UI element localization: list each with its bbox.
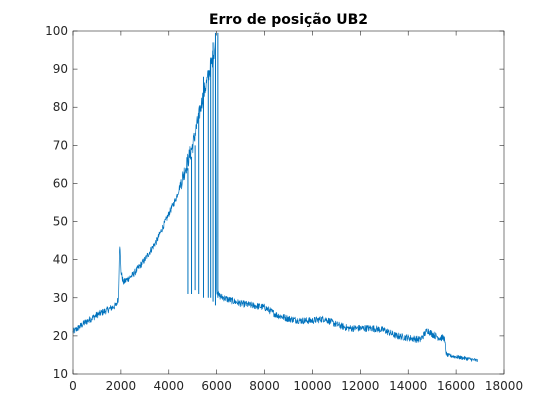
- x-tick-label-8000: 8000: [249, 379, 280, 393]
- x-tick-label-16000: 16000: [437, 379, 475, 393]
- x-tick-label-6000: 6000: [201, 379, 232, 393]
- y-tick-label-30: 30: [53, 291, 68, 305]
- y-tick-label-90: 90: [53, 62, 68, 76]
- x-tick-label-10000: 10000: [293, 379, 331, 393]
- x-tick-label-0: 0: [69, 379, 77, 393]
- chart-title: Erro de posição UB2: [209, 12, 368, 28]
- x-tick-label-2000: 2000: [106, 379, 137, 393]
- x-tick-label-4000: 4000: [154, 379, 185, 393]
- x-tick-label-18000: 18000: [485, 379, 523, 393]
- x-tick-label-14000: 14000: [389, 379, 427, 393]
- y-tick-label-40: 40: [53, 253, 68, 267]
- y-tick-label-20: 20: [53, 329, 68, 343]
- plot-area: [72, 32, 478, 362]
- y-tick-label-50: 50: [53, 215, 68, 229]
- axes: 0 2000 4000 6000 8000 10000 12000 14000 16000 180…: [45, 24, 523, 393]
- series-line: [72, 42, 478, 362]
- x-tick-label-12000: 12000: [341, 379, 379, 393]
- y-tick-label-60: 60: [53, 176, 68, 190]
- y-tick-label-100: 100: [45, 24, 68, 38]
- y-tick-label-80: 80: [53, 100, 68, 114]
- y-tick-label-70: 70: [53, 138, 68, 152]
- y-tick-label-10: 10: [53, 367, 68, 381]
- axes-box: [72, 30, 505, 375]
